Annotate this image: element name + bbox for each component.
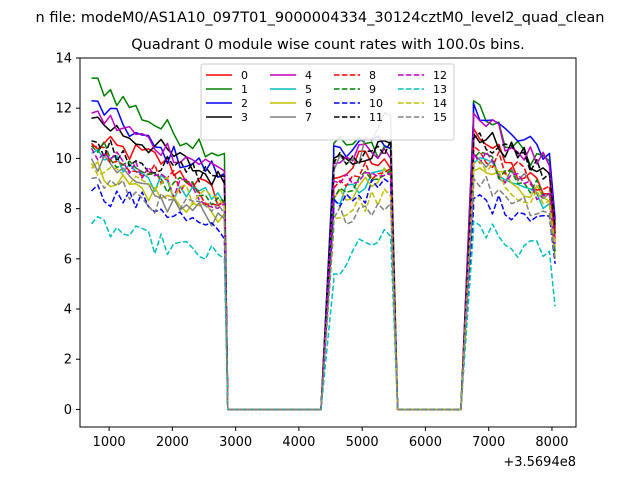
chart-title: Quadrant 0 module wise count rates with … — [131, 37, 525, 53]
legend-label-1: 1 — [241, 83, 248, 96]
series-line-14 — [90, 160, 556, 411]
y-tick-label: 4 — [64, 303, 72, 318]
series-line-11 — [91, 132, 556, 411]
legend-label-8: 8 — [369, 69, 376, 82]
legend-label-9: 9 — [369, 83, 376, 96]
legend-label-14: 14 — [433, 97, 447, 110]
y-tick-label: 12 — [55, 102, 72, 117]
x-tick-label: 8000 — [535, 435, 568, 450]
x-tick-label: 1000 — [93, 435, 126, 450]
legend-label-13: 13 — [433, 83, 447, 96]
series-line-8 — [91, 145, 556, 411]
y-tick-label: 6 — [64, 252, 72, 267]
plot-border — [79, 57, 577, 428]
x-tick-label: 7000 — [472, 435, 505, 450]
series-line-10 — [90, 178, 556, 411]
x-tick-label: 5000 — [346, 435, 379, 450]
series-line-12 — [90, 148, 556, 411]
legend-label-0: 0 — [241, 69, 248, 82]
x-tick-label: 2000 — [156, 435, 189, 450]
y-tick-label: 10 — [55, 152, 72, 167]
series-layer — [90, 77, 556, 411]
x-tick-label: 4000 — [282, 435, 315, 450]
legend-label-10: 10 — [369, 97, 383, 110]
legend-label-2: 2 — [241, 97, 248, 110]
legend-label-6: 6 — [305, 97, 312, 110]
series-line-13 — [90, 215, 556, 411]
x-tick-label: 3000 — [219, 435, 252, 450]
legend-label-12: 12 — [433, 69, 447, 82]
y-tick-label: 14 — [55, 52, 72, 67]
y-tick-label: 0 — [64, 403, 72, 418]
y-tick-label: 8 — [64, 202, 72, 217]
y-axis: 0 2 4 6 8 10 12 14 — [55, 52, 80, 418]
legend-label-7: 7 — [305, 111, 312, 124]
chart-suptitle: n file: modeM0/AS1A10_097T01_9000004334_… — [36, 10, 605, 26]
legend-box — [200, 63, 455, 141]
x-axis: 1000 2000 3000 4000 5000 6000 7000 8000 — [93, 427, 569, 450]
legend-label-15: 15 — [433, 111, 447, 124]
y-tick-label: 2 — [64, 353, 72, 368]
legend-label-11: 11 — [369, 111, 383, 124]
series-line-9 — [90, 140, 556, 411]
series-line-15 — [91, 175, 556, 411]
legend-label-5: 5 — [305, 83, 312, 96]
legend-label-4: 4 — [305, 69, 312, 82]
x-offset-label: +3.5694e8 — [503, 455, 576, 470]
legend-label-3: 3 — [241, 111, 248, 124]
x-tick-label: 6000 — [409, 435, 442, 450]
